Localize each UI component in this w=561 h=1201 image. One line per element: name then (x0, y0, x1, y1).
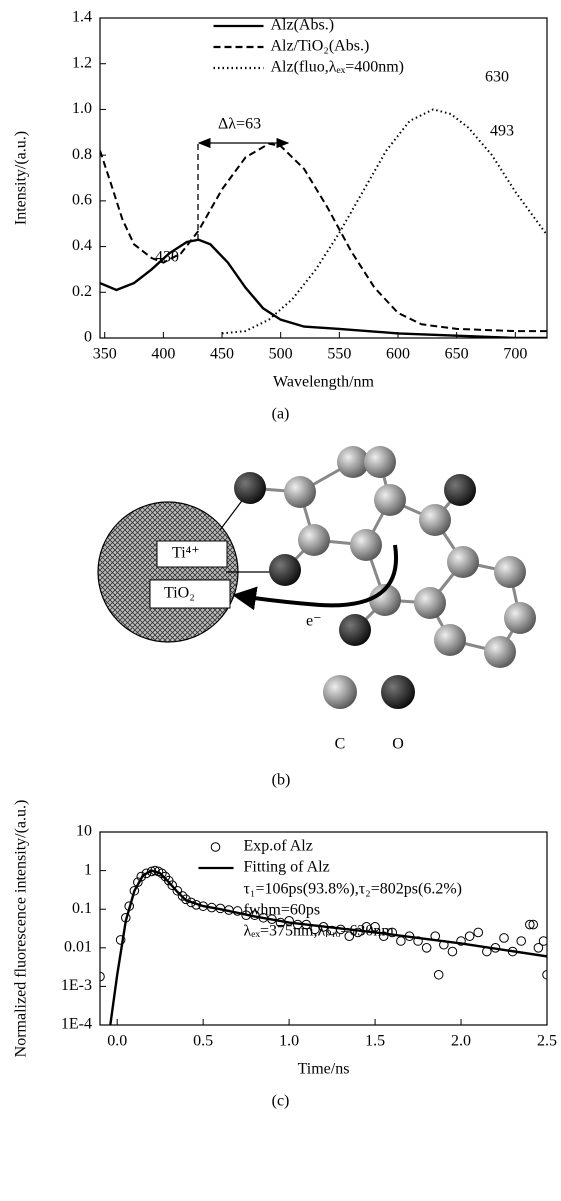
annotation: λₑₓ=375nm,λₚᵣₒ=630nm (244, 923, 395, 940)
x-tick-label: 650 (445, 346, 469, 363)
data-point (517, 937, 526, 946)
y-tick-label: 0.8 (72, 146, 92, 163)
legend-label: Alz(Abs.) (271, 17, 335, 34)
diagram: Ti⁴⁺ TiO₂ e⁻ (98, 446, 536, 789)
annotation: 430 (155, 249, 179, 266)
annotation: 630 (485, 69, 509, 86)
x-tick-label: 350 (93, 346, 117, 363)
shift-bracket (198, 143, 288, 240)
y-tick-label: 0.1 (72, 900, 92, 917)
x-tick-label: 0.5 (193, 1033, 213, 1050)
data-point (422, 944, 431, 953)
caption: (c) (272, 1093, 290, 1110)
data-point (397, 937, 406, 946)
oxygen-label: O (392, 736, 404, 753)
legend-label: Exp.of Alz (244, 838, 313, 855)
electron-label: e⁻ (306, 613, 322, 630)
tio2-label: TiO₂ (164, 585, 195, 602)
x-axis-label: Time/ns (298, 1061, 350, 1078)
plot-area (100, 109, 547, 338)
x-tick-label: 500 (269, 346, 293, 363)
y-axis-label: Normalized fluorescence intensity/(a.u.) (13, 800, 30, 1058)
x-tick-label: 1.0 (279, 1033, 299, 1050)
x-tick-label: 550 (327, 346, 351, 363)
annotation: τ₁=106ps(93.8%),τ₂=802ps(6.2%) (244, 881, 462, 898)
y-tick-label: 0 (84, 329, 92, 346)
annotation: Δλ=63 (218, 116, 261, 133)
caption: (a) (272, 406, 290, 423)
x-tick-label: 400 (151, 346, 175, 363)
y-tick-label: 0.4 (72, 237, 92, 254)
legend-label: Alz/TiO₂(Abs.) (271, 38, 370, 55)
x-tick-label: 600 (386, 346, 410, 363)
y-tick-label: 1 (84, 861, 92, 878)
y-tick-label: 1E-4 (61, 1016, 92, 1033)
data-point (465, 932, 474, 941)
y-tick-label: 1.0 (72, 100, 92, 117)
x-tick-label: 2.5 (537, 1033, 557, 1050)
x-tick-label: 0.0 (107, 1033, 127, 1050)
y-tick-label: 1E-3 (61, 977, 92, 994)
y-tick-label: 10 (76, 823, 92, 840)
carbon-label: C (335, 736, 346, 753)
y-tick-label: 0.6 (72, 192, 92, 209)
series-line (100, 144, 547, 331)
data-point (434, 970, 443, 979)
data-point (474, 928, 483, 937)
y-tick-label: 0.01 (64, 938, 92, 955)
figure: Ti⁴⁺ TiO₂ e⁻ (0, 0, 561, 1201)
tio2-particle (98, 502, 238, 642)
annotation: 493 (490, 123, 514, 140)
x-axis-label: Wavelength/nm (273, 374, 374, 391)
carbon-key (323, 675, 357, 709)
oxygen-key (381, 675, 415, 709)
legend-label: Fitting of Alz (244, 859, 330, 876)
y-axis-label: Intensity/(a.u.) (13, 131, 30, 225)
x-tick-label: 450 (210, 346, 234, 363)
data-point (500, 934, 509, 943)
legend-label: Alz(fluo,λₑₓ=400nm) (271, 59, 405, 76)
x-tick-label: 2.0 (451, 1033, 471, 1050)
legend-marker (211, 843, 220, 852)
ti-label: Ti⁴⁺ (172, 545, 200, 562)
data-point (448, 947, 457, 956)
caption: (b) (272, 772, 291, 789)
x-tick-label: 700 (503, 346, 527, 363)
y-tick-label: 0.2 (72, 283, 92, 300)
x-tick-label: 1.5 (365, 1033, 385, 1050)
annotation: fwhm=60ps (244, 902, 321, 919)
y-tick-label: 1.4 (72, 9, 92, 26)
y-tick-label: 1.2 (72, 54, 92, 71)
